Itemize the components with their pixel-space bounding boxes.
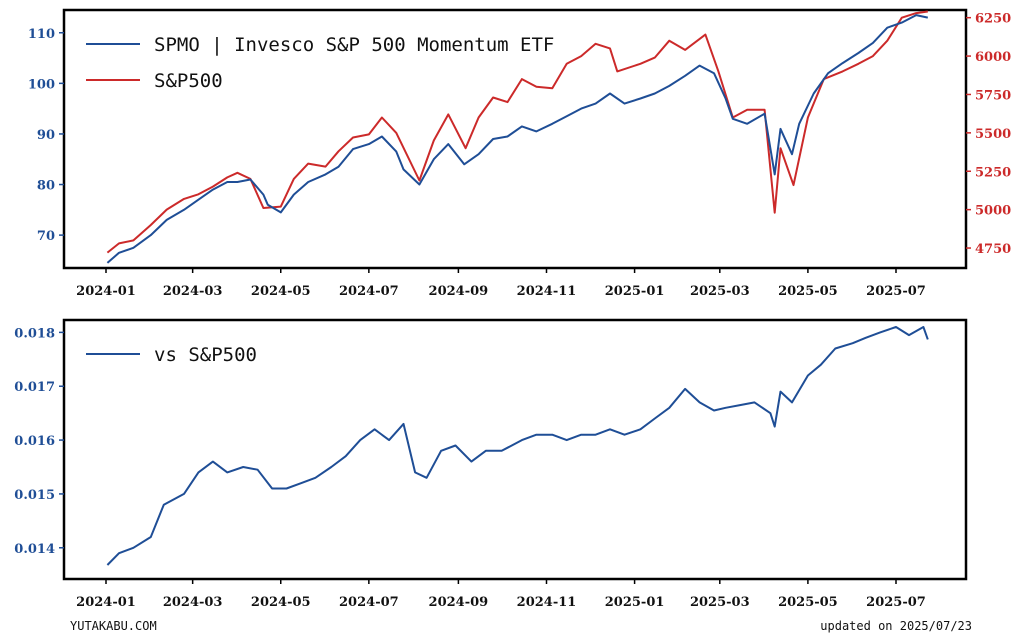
x-tick-label: 2024-11 — [517, 595, 577, 610]
series-line-spmo — [106, 14, 929, 264]
legend-label: SPMO | Invesco S&P 500 Momentum ETF — [154, 34, 554, 56]
y-right-tick-label: 4750 — [975, 242, 1011, 257]
y-tick-label: 0.014 — [14, 542, 55, 557]
x-tick-label: 2025-03 — [690, 595, 750, 610]
y-left-tick-label: 90 — [37, 128, 55, 143]
x-tick-label: 2025-07 — [866, 595, 926, 610]
x-tick-label: 2024-01 — [76, 284, 136, 299]
series-line-sp500 — [106, 10, 928, 254]
x-tick-label: 2025-01 — [605, 284, 665, 299]
x-tick-label: 2024-11 — [517, 284, 577, 299]
x-tick-label: 2024-05 — [251, 284, 311, 299]
y-left-tick-label: 100 — [28, 77, 55, 92]
y-right-tick-label: 6000 — [975, 50, 1011, 65]
y-right-tick-label: 5000 — [975, 204, 1011, 219]
x-tick-label: 2025-05 — [778, 284, 838, 299]
y-left-tick-label: 110 — [28, 27, 55, 42]
x-tick-label: 2024-03 — [163, 595, 223, 610]
y-right-tick-label: 6250 — [975, 12, 1011, 27]
x-tick-label: 2025-05 — [778, 595, 838, 610]
top-chart: 70 80 90 100 110 4750 5000 5250 5500 5750 6000 6250… — [28, 8, 1011, 299]
x-tick-label: 2025-07 — [866, 284, 926, 299]
x-tick-label: 2024-05 — [251, 595, 311, 610]
x-tick-label: 2025-03 — [690, 284, 750, 299]
plot-frame — [62, 8, 968, 270]
y-tick-label: 0.016 — [14, 434, 55, 449]
x-tick-label: 2025-01 — [605, 595, 665, 610]
y-right-tick-label: 5750 — [975, 88, 1011, 103]
x-tick-label: 2024-09 — [429, 595, 489, 610]
y-tick-label: 0.015 — [14, 488, 55, 503]
legend-label: S&P500 — [154, 70, 223, 92]
x-tick-label: 2024-09 — [429, 284, 489, 299]
x-tick-label: 2024-07 — [339, 284, 399, 299]
footer-site-label: YUTAKABU.COM — [70, 619, 157, 633]
x-tick-label: 2024-03 — [163, 284, 223, 299]
bottom-chart: 0.014 0.015 0.016 0.017 0.018 2024-01 2024-03 2… — [14, 318, 968, 610]
x-tick-label: 2024-07 — [339, 595, 399, 610]
y-left-tick-label: 80 — [37, 179, 55, 194]
y-right-tick-label: 5500 — [975, 127, 1011, 142]
plot-frame — [62, 318, 968, 581]
footer-updated-label: updated on 2025/07/23 — [820, 619, 972, 633]
y-tick-label: 0.018 — [14, 326, 55, 341]
y-tick-label: 0.017 — [14, 380, 55, 395]
y-left-tick-label: 70 — [37, 229, 55, 244]
x-tick-label: 2024-01 — [76, 595, 136, 610]
legend-label: vs S&P500 — [154, 344, 257, 366]
y-right-tick-label: 5250 — [975, 165, 1011, 180]
series-line-ratio — [106, 326, 929, 566]
